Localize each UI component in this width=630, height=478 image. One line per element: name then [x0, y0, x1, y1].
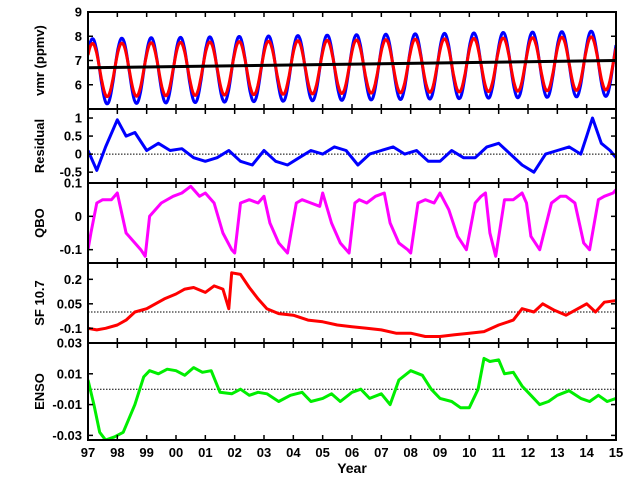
panel-frame — [87, 108, 617, 184]
x-tick-label: 98 — [110, 445, 124, 460]
x-tick-label: 12 — [521, 445, 535, 460]
y-axis-label: Residual — [32, 119, 47, 173]
y-tick-label: -0.5 — [60, 165, 82, 180]
x-tick-label: 99 — [139, 445, 153, 460]
y-tick-label: 0.1 — [64, 176, 82, 191]
y-tick-label: -0.1 — [60, 321, 82, 336]
series-line-2 — [88, 59, 616, 70]
panel-1: -0.5 0 0.5 1 Residual — [32, 108, 617, 184]
x-tick-label: 02 — [227, 445, 241, 460]
y-tick-label: 0 — [75, 209, 82, 224]
x-tick-label: 97 — [81, 445, 95, 460]
x-tick-label: 08 — [403, 445, 417, 460]
x-tick-label: 07 — [374, 445, 388, 460]
panel-4: -0.03 -0.01 0.01 0.03 ENSO 97 98 99 00 01 02 03 04 05… — [32, 336, 623, 461]
x-tick-label: 01 — [198, 445, 212, 460]
y-tick-label: 7 — [75, 53, 82, 68]
y-tick-label: -0.03 — [52, 428, 82, 443]
x-tick-label: 00 — [169, 445, 183, 460]
y-axis-label: SF 10.7 — [32, 280, 47, 326]
series-line-1 — [88, 35, 616, 99]
x-tick-label: 14 — [579, 445, 594, 460]
panel-2: -0.1 0 0.1 QBO — [32, 176, 617, 264]
panels-group: 6 7 8 9 vmr (ppmv) -0.5 0 0.5 1 Residual -0.1 0 0.1 Q… — [32, 5, 623, 461]
x-tick-label: 15 — [609, 445, 623, 460]
series-group — [88, 29, 616, 106]
panel-0: 6 7 8 9 vmr (ppmv) — [32, 5, 617, 110]
x-tick-label: 10 — [462, 445, 476, 460]
series-group — [88, 116, 616, 174]
series-group — [88, 184, 616, 258]
panel-frame — [87, 262, 617, 344]
y-tick-label: 6 — [75, 77, 82, 92]
x-tick-label: 09 — [433, 445, 447, 460]
y-axis-label: vmr (ppmv) — [32, 25, 47, 96]
series-group — [88, 356, 616, 440]
y-axis-label: QBO — [32, 208, 47, 238]
x-tick-label: 13 — [550, 445, 564, 460]
series-line-0 — [88, 271, 616, 338]
y-tick-label: 8 — [75, 29, 82, 44]
x-tick-label: 06 — [345, 445, 359, 460]
y-axis-label: ENSO — [32, 373, 47, 410]
y-tick-label: 9 — [75, 5, 82, 20]
x-tick-label: 04 — [286, 445, 301, 460]
x-axis-label: Year — [337, 460, 367, 476]
y-tick-label: 0.05 — [57, 296, 82, 311]
y-tick-label: 0.2 — [64, 272, 82, 287]
x-tick-label: 11 — [492, 445, 506, 460]
panel-3: -0.1 0.05 0.2 SF 10.7 — [32, 262, 617, 344]
series-group — [88, 271, 616, 338]
y-tick-label: 0.5 — [64, 129, 82, 144]
y-tick-label: 0 — [75, 147, 82, 162]
y-tick-label: 0.03 — [57, 336, 82, 351]
y-tick-label: 1 — [75, 111, 82, 126]
y-tick-label: 0.01 — [57, 366, 82, 381]
y-tick-label: -0.1 — [60, 242, 82, 257]
series-line-0 — [88, 116, 616, 174]
series-line-0 — [88, 184, 616, 258]
y-tick-label: -0.01 — [52, 397, 82, 412]
x-tick-label: 03 — [257, 445, 271, 460]
x-tick-label: 05 — [315, 445, 329, 460]
series-line-0 — [88, 356, 616, 440]
